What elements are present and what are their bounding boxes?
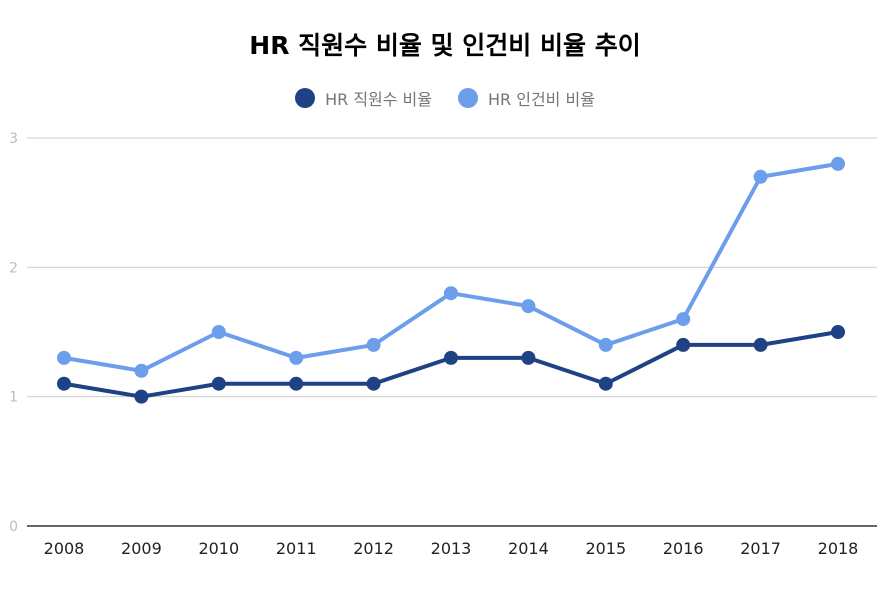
- x-tick-label-2013: 2013: [431, 539, 472, 558]
- x-tick-label-2009: 2009: [121, 539, 162, 558]
- data-point-s0-2010: [211, 376, 226, 391]
- data-point-s1-2015: [598, 337, 613, 352]
- legend-item-hr-headcount[interactable]: HR 직원수 비율: [295, 86, 432, 110]
- x-tick-label-2015: 2015: [585, 539, 626, 558]
- x-tick-label-2014: 2014: [508, 539, 549, 558]
- chart-title: HR 직원수 비율 및 인건비 비율 추이: [249, 31, 641, 60]
- legend: HR 직원수 비율 HR 인건비 비율: [0, 86, 890, 110]
- y-tick-label-2: 2: [9, 260, 18, 276]
- data-point-s0-2015: [598, 376, 613, 391]
- data-point-s0-2009: [134, 389, 149, 404]
- y-tick-label-1: 1: [9, 390, 18, 406]
- data-point-s0-2016: [676, 337, 691, 352]
- data-point-s1-2008: [57, 350, 71, 365]
- legend-label-hr-headcount: HR 직원수 비율: [325, 90, 432, 109]
- data-point-s0-2014: [521, 350, 536, 365]
- x-tick-label-2017: 2017: [740, 539, 781, 558]
- data-point-s0-2017: [753, 337, 768, 352]
- data-point-s1-2009: [134, 363, 149, 378]
- x-tick-label-2018: 2018: [818, 539, 859, 558]
- x-tick-label-2011: 2011: [276, 539, 317, 558]
- y-tick-label-0: 0: [9, 519, 18, 535]
- data-point-s0-2013: [444, 350, 458, 365]
- data-point-s1-2018: [831, 156, 845, 171]
- data-point-s1-2012: [366, 337, 381, 352]
- data-point-s1-2014: [521, 299, 536, 314]
- x-tick-label-2012: 2012: [353, 539, 394, 558]
- legend-swatch-hr-labor-cost: [458, 88, 478, 108]
- data-point-s0-2018: [831, 325, 845, 339]
- data-point-s1-2017: [753, 169, 768, 184]
- data-point-s1-2011: [289, 350, 304, 365]
- legend-swatch-hr-headcount: [295, 88, 316, 108]
- x-tick-label-2010: 2010: [198, 539, 239, 558]
- data-point-s1-2010: [211, 325, 226, 339]
- legend-label-hr-labor-cost: HR 인건비 비율: [488, 90, 595, 109]
- data-point-s1-2016: [676, 312, 691, 327]
- data-point-s1-2013: [444, 286, 458, 301]
- data-point-s0-2012: [366, 376, 381, 391]
- data-point-s0-2011: [289, 376, 304, 391]
- legend-item-hr-labor-cost[interactable]: HR 인건비 비율: [458, 86, 595, 110]
- x-tick-label-2008: 2008: [44, 539, 85, 558]
- x-tick-label-2016: 2016: [663, 539, 704, 558]
- data-point-s0-2008: [57, 376, 71, 391]
- y-tick-label-3: 3: [9, 131, 18, 147]
